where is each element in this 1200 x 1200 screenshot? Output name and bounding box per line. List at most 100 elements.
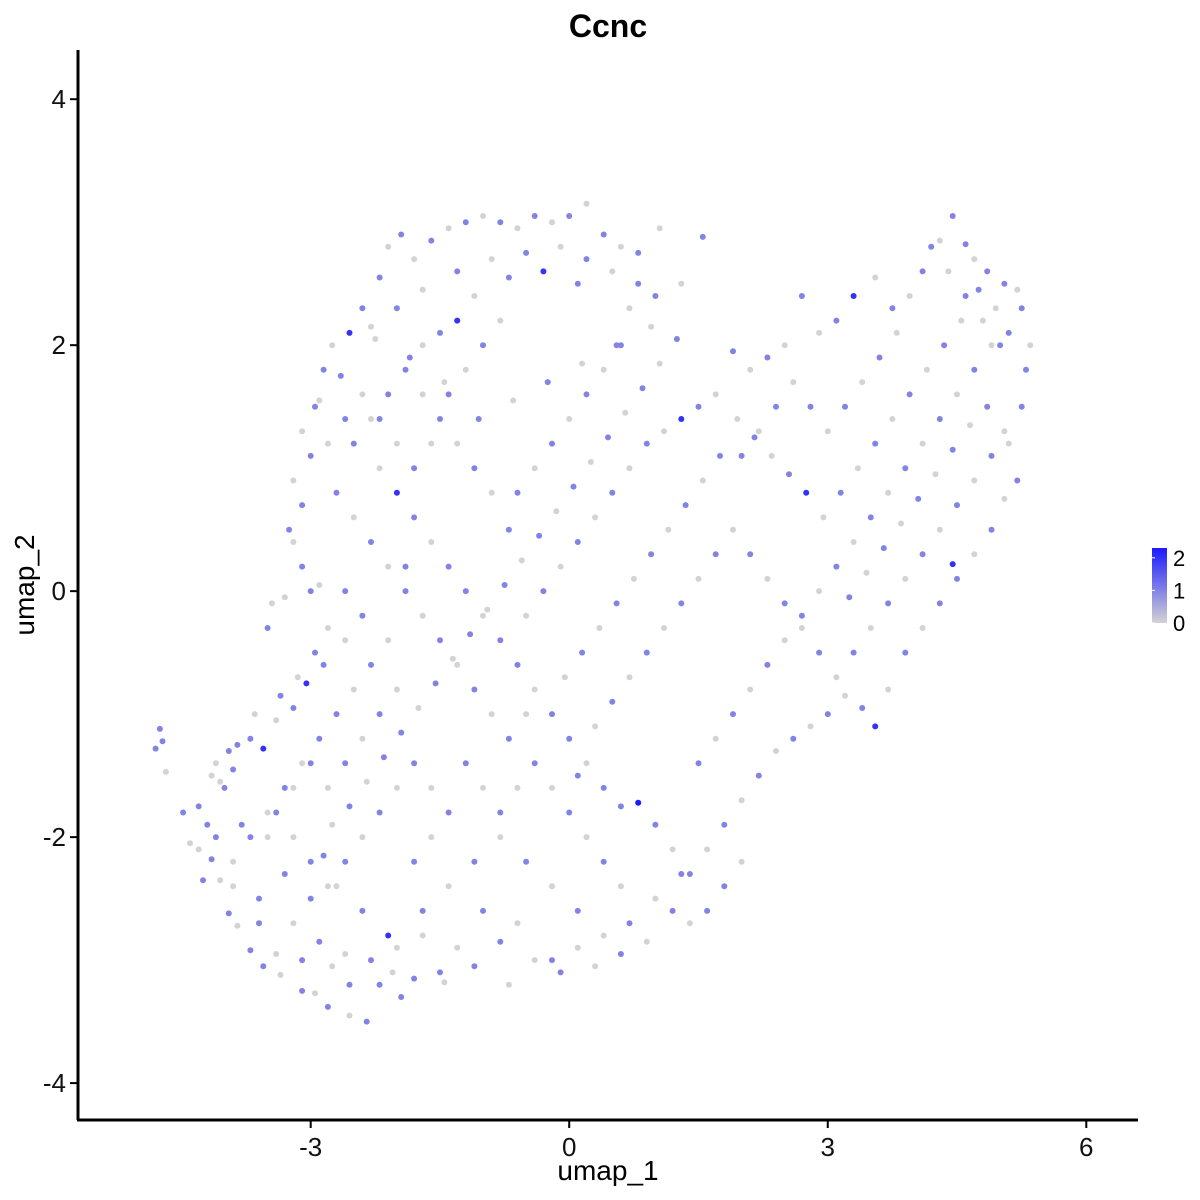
data-point [372,336,379,342]
data-point [419,612,426,619]
data-point [738,797,745,804]
y-tick-label: -4 [43,1068,66,1098]
data-point [260,745,267,752]
data-point [419,391,426,398]
data-point [730,711,736,718]
data-point [566,213,573,219]
data-point [816,649,823,656]
data-point [238,821,245,828]
data-point [350,686,357,693]
data-point [557,243,564,250]
data-point [773,748,779,754]
data-point [324,625,331,631]
data-point [368,416,374,422]
data-point [445,391,452,398]
data-point [971,551,978,558]
data-point [579,649,586,656]
data-point [159,738,166,745]
data-point [820,514,827,521]
data-point [281,594,288,601]
points-layer [152,200,1034,1025]
data-point [574,280,581,287]
data-point [635,280,642,287]
data-point [764,575,771,582]
data-point [411,514,418,521]
data-point [764,661,771,668]
data-point [307,895,314,902]
data-point [544,379,551,386]
data-point [342,858,349,865]
data-point [699,233,706,240]
data-point [906,293,913,299]
data-point [919,551,926,558]
data-point [230,858,237,865]
data-point [497,637,504,644]
data-point [600,932,607,939]
legend-tick-label: 2 [1173,546,1185,571]
data-point [566,809,573,816]
data-point [790,379,797,386]
data-point [971,256,978,263]
data-point [1023,366,1029,373]
data-point [781,600,788,607]
data-point [949,213,956,219]
data-point [652,895,659,902]
data-point [1018,305,1025,312]
data-point [885,489,892,496]
data-point [342,760,349,767]
data-point [419,907,426,914]
data-point [734,416,741,422]
data-point [704,846,711,853]
data-point [781,637,788,644]
data-point [406,354,413,361]
data-point [574,907,581,914]
data-point [294,674,301,681]
data-point [807,723,814,730]
data-point [682,502,689,509]
data-point [786,471,792,478]
data-point [419,286,426,293]
data-point [949,446,956,453]
data-point [385,932,392,939]
data-point [312,649,318,656]
data-point [454,661,461,668]
y-tick-label: 0 [52,576,66,606]
y-tick-label: 4 [52,84,66,114]
y-tick-label: -2 [43,822,66,852]
data-point [307,858,314,865]
data-point [867,625,874,631]
data-point [281,871,288,877]
data-point [536,532,543,539]
data-point [816,588,823,595]
data-point [574,944,581,951]
data-point [773,403,779,410]
x-tick-label: -3 [299,1132,322,1162]
data-point [329,821,336,828]
data-point [617,342,624,349]
data-point [299,957,306,964]
data-point [501,582,508,588]
data-point [324,1003,331,1010]
data-point [678,871,685,877]
data-point [337,372,344,379]
data-point [889,416,896,422]
data-point [686,871,693,877]
data-point [290,834,297,841]
data-point [997,342,1004,349]
data-point [363,1018,370,1025]
data-point [936,416,943,422]
data-point [505,274,512,281]
data-point [488,489,495,496]
data-point [893,329,900,336]
data-point [208,856,215,863]
data-point [505,735,512,742]
data-point [398,231,405,238]
data-point [471,858,478,865]
data-point [699,477,706,484]
data-point [475,416,482,422]
data-point [656,225,663,232]
data-point [648,551,655,558]
data-point [738,858,745,865]
data-point [467,631,474,638]
